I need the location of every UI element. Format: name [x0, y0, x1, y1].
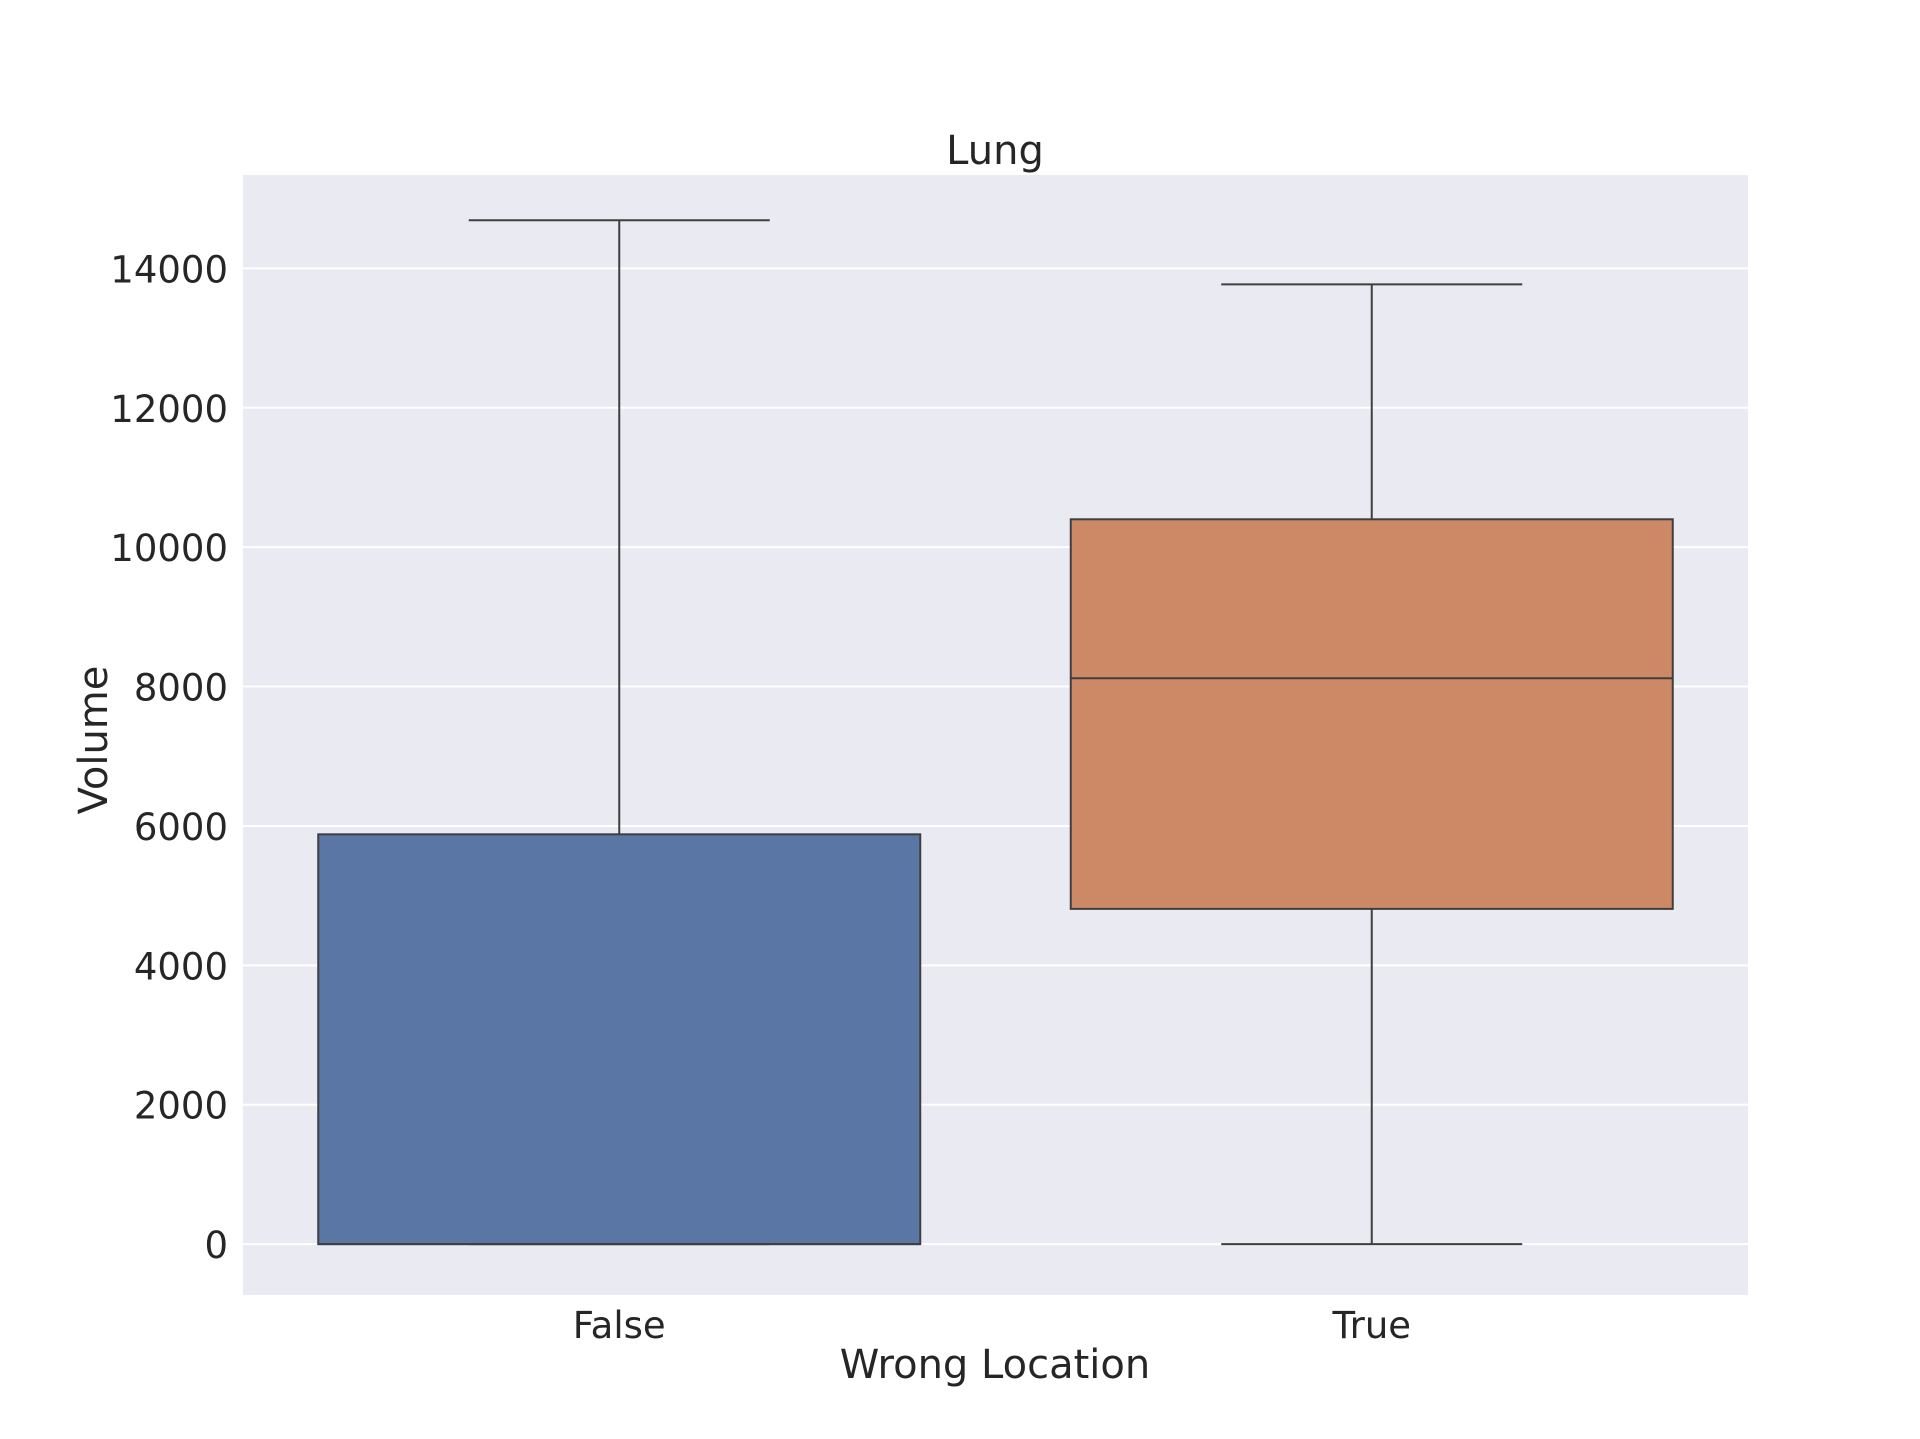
chart-title: Lung	[946, 128, 1044, 174]
y-tick-label: 10000	[110, 527, 228, 570]
x-axis-label: Wrong Location	[840, 1342, 1150, 1388]
box-true	[1069, 283, 1674, 1246]
y-tick-label: 4000	[134, 945, 228, 988]
y-axis-label: Volume	[71, 666, 117, 815]
iqr-box	[317, 833, 922, 1246]
y-tick-label: 0	[204, 1224, 228, 1267]
y-tick-label: 2000	[134, 1085, 228, 1128]
box-false	[317, 219, 922, 1246]
y-tick-label: 14000	[110, 248, 228, 291]
y-tick-label: 6000	[134, 806, 228, 849]
y-tick-label: 8000	[134, 667, 228, 710]
x-tick-labels: False True	[573, 1304, 1411, 1347]
iqr-box	[1069, 518, 1674, 910]
x-tick-label: False	[573, 1304, 666, 1347]
y-tick-label: 12000	[110, 388, 228, 431]
y-tick-labels: 0 2000 4000 6000 8000 10000 12000 14000	[110, 248, 228, 1267]
boxes	[317, 219, 1674, 1246]
x-tick-label: True	[1331, 1304, 1411, 1347]
